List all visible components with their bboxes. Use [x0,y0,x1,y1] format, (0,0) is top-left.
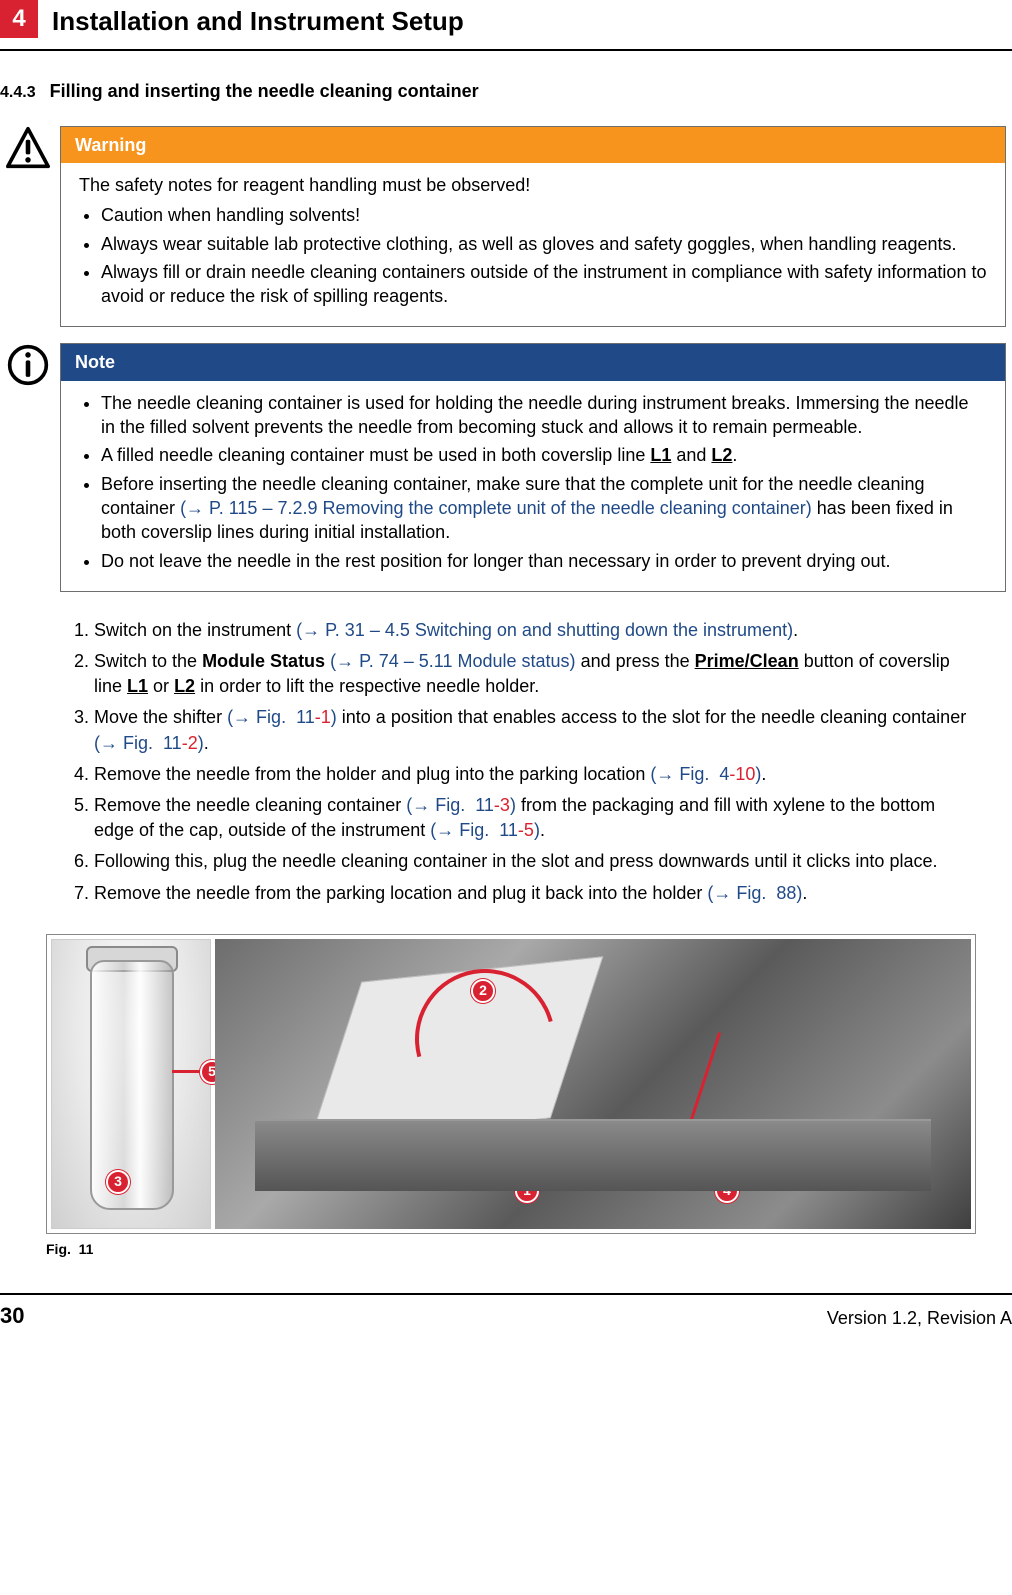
cross-ref-link[interactable]: (→ P. 115 – 7.2.9 Removing the complete … [180,498,812,518]
figure-badge-4: 4 [715,1179,739,1203]
figure-caption: Fig. 11 [46,1240,976,1259]
note-body: The needle cleaning container is used fo… [61,381,1005,591]
figure-badge-1: 1 [515,1179,539,1203]
page-number: 30 [0,1301,24,1331]
warning-callout: Warning The safety notes for reagent han… [0,126,1012,328]
chapter-number-badge: 4 [0,0,38,38]
figure-frame: 3 5 2 1 4 [46,934,976,1234]
fig-ref[interactable]: (→ Fig. 11 [430,820,518,840]
step: Remove the needle from the holder and pl… [94,762,976,787]
prime-clean-label: Prime/Clean [695,651,799,671]
step: Following this, plug the needle cleaning… [94,849,976,874]
chapter-title: Installation and Instrument Setup [52,0,464,49]
note-header: Note [61,344,1005,380]
fig-ref-num: -1 [315,707,331,727]
note-item: A filled needle cleaning container must … [101,443,987,467]
fig-ref-num: -2 [182,733,198,753]
label-l2: L2 [711,445,732,465]
procedure-steps: Switch on the instrument (→ P. 31 – 4.5 … [0,608,1012,922]
figure-right-panel: 2 1 4 [215,939,971,1229]
cross-ref-link[interactable]: (→ P. 74 – 5.11 Module status) [325,651,575,671]
note-item: Do not leave the needle in the rest posi… [101,549,987,573]
label-l1: L1 [127,676,148,696]
container-bottle-graphic [90,960,174,1210]
warning-intro: The safety notes for reagent handling mu… [79,173,987,197]
fig-ref[interactable]: (→ Fig. 88) [707,883,802,903]
warning-item: Always wear suitable lab protective clot… [101,232,987,256]
fig-ref[interactable]: (→ Fig. 4 [650,764,729,784]
section-number: 4.4.3 [0,82,36,104]
figure-left-panel: 3 5 [51,939,211,1229]
figure-badge-3: 3 [106,1170,130,1194]
note-item: Before inserting the needle cleaning con… [101,472,987,545]
step: Remove the needle from the parking locat… [94,881,976,906]
cross-ref-link[interactable]: (→ P. 31 – 4.5 Switching on and shutting… [296,620,793,640]
warning-body: The safety notes for reagent handling mu… [61,163,1005,326]
fig-ref[interactable]: (→ Fig. 11 [227,707,315,727]
fig-ref[interactable]: (→ Fig. 11 [406,795,494,815]
step: Remove the needle cleaning container (→ … [94,793,976,843]
note-callout: Note The needle cleaning container is us… [0,343,1012,591]
chapter-header: 4 Installation and Instrument Setup [0,0,1012,51]
step: Switch to the Module Status (→ P. 74 – 5… [94,649,976,699]
warning-item: Always fill or drain needle cleaning con… [101,260,987,309]
warning-item: Caution when handling solvents! [101,203,987,227]
step: Move the shifter (→ Fig. 11-1) into a po… [94,705,976,755]
section-title: Filling and inserting the needle cleanin… [50,79,479,103]
label-l2: L2 [174,676,195,696]
fig-ref-num: -10 [729,764,755,784]
label-l1: L1 [650,445,671,465]
fig-ref[interactable]: (→ Fig. 11 [94,733,182,753]
motion-arc [389,943,580,1134]
step: Switch on the instrument (→ P. 31 – 4.5 … [94,618,976,643]
section-heading: 4.4.3 Filling and inserting the needle c… [0,69,1012,118]
leader-line [672,1032,721,1176]
module-status-label: Module Status [202,651,325,671]
note-item: The needle cleaning container is used fo… [101,391,987,440]
warning-triangle-icon [6,126,50,170]
note-circle-icon [6,343,50,387]
figure-badge-2: 2 [471,979,495,1003]
fig-ref-num: -5 [518,820,534,840]
figure-11: 3 5 2 1 4 Fig. 11 [46,934,976,1259]
version-label: Version 1.2, Revision A [827,1306,1012,1330]
page-footer: 30 Version 1.2, Revision A [0,1293,1012,1331]
fig-ref-num: -3 [494,795,510,815]
warning-header: Warning [61,127,1005,163]
